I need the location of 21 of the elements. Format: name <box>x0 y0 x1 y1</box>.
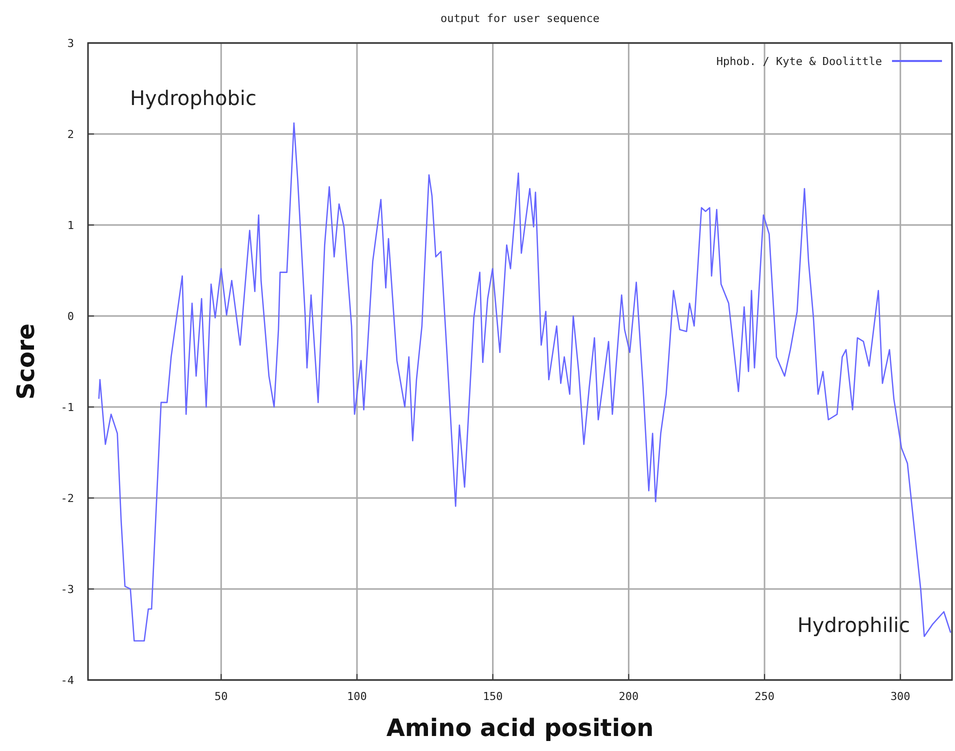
annotation: Hydrophilic <box>797 613 910 637</box>
x-axis-title: Amino acid position <box>386 714 654 742</box>
legend-label: Hphob. / Kyte & Doolittle <box>716 55 882 68</box>
annotation: Hydrophobic <box>130 86 256 110</box>
x-tick-label: 250 <box>754 690 774 703</box>
y-tick-label: 2 <box>67 128 74 141</box>
line-series <box>98 122 952 642</box>
y-tick-label: -3 <box>60 583 74 596</box>
y-tick-label: -1 <box>60 401 74 414</box>
y-tick-label: 0 <box>67 310 74 323</box>
x-tick-label: 50 <box>214 690 228 703</box>
chart-title: output for user sequence <box>440 12 600 25</box>
x-tick-label: 200 <box>618 690 639 703</box>
y-tick-label: 3 <box>67 37 74 50</box>
y-tick-label: 1 <box>67 219 74 232</box>
x-tick-label: 300 <box>890 690 910 703</box>
y-tick-label: -2 <box>60 492 74 505</box>
y-axis-title: Score <box>12 323 40 400</box>
y-tick-label: -4 <box>60 674 74 687</box>
x-tick-label: 100 <box>347 690 367 703</box>
x-tick-label: 150 <box>482 690 503 703</box>
